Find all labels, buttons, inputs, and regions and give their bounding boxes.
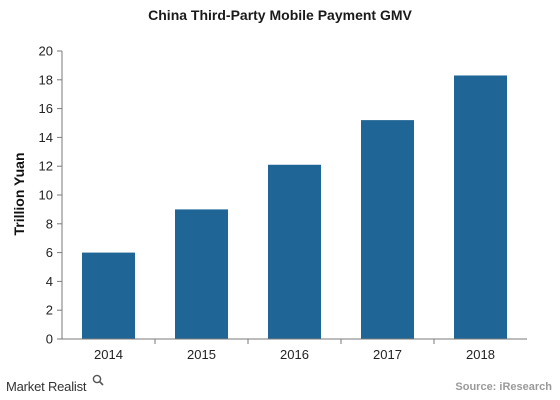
y-tick-label: 18 — [39, 72, 53, 87]
y-tick-label: 0 — [46, 332, 53, 347]
y-axis-ticks: 0 2 4 6 8 10 12 14 16 18 20 — [39, 44, 62, 347]
bars — [81, 75, 508, 340]
y-tick-label: 16 — [39, 101, 53, 116]
y-tick-label: 12 — [39, 159, 53, 174]
bar-2018 — [453, 75, 508, 339]
brand-logo: Market Realist — [6, 374, 104, 394]
x-tick-label: 2017 — [373, 347, 402, 362]
magnifier-handle — [99, 381, 104, 386]
source-note: Source: iResearch — [455, 381, 552, 393]
y-axis-label: Trillion Yuan — [11, 153, 27, 236]
brand-name: Market Realist — [6, 379, 87, 394]
bar-2017 — [360, 120, 415, 340]
x-tick-label: 2014 — [94, 347, 123, 362]
x-axis-labels: 2014 2015 2016 2017 2018 — [94, 339, 495, 362]
chart-title: China Third-Party Mobile Payment GMV — [148, 7, 412, 23]
x-tick-label: 2015 — [187, 347, 216, 362]
x-tick-label: 2016 — [280, 347, 309, 362]
y-tick-label: 20 — [39, 44, 53, 59]
y-tick-label: 4 — [46, 274, 53, 289]
y-tick-label: 6 — [46, 245, 53, 260]
bar-2016 — [267, 164, 322, 339]
y-tick-label: 8 — [46, 216, 53, 231]
x-tick-label: 2018 — [466, 347, 495, 362]
bar-2015 — [174, 209, 229, 339]
magnifier-icon — [92, 374, 102, 384]
bar-2014 — [81, 252, 136, 339]
y-tick-label: 14 — [39, 130, 53, 145]
y-tick-label: 10 — [39, 188, 53, 203]
y-tick-label: 2 — [46, 303, 53, 318]
